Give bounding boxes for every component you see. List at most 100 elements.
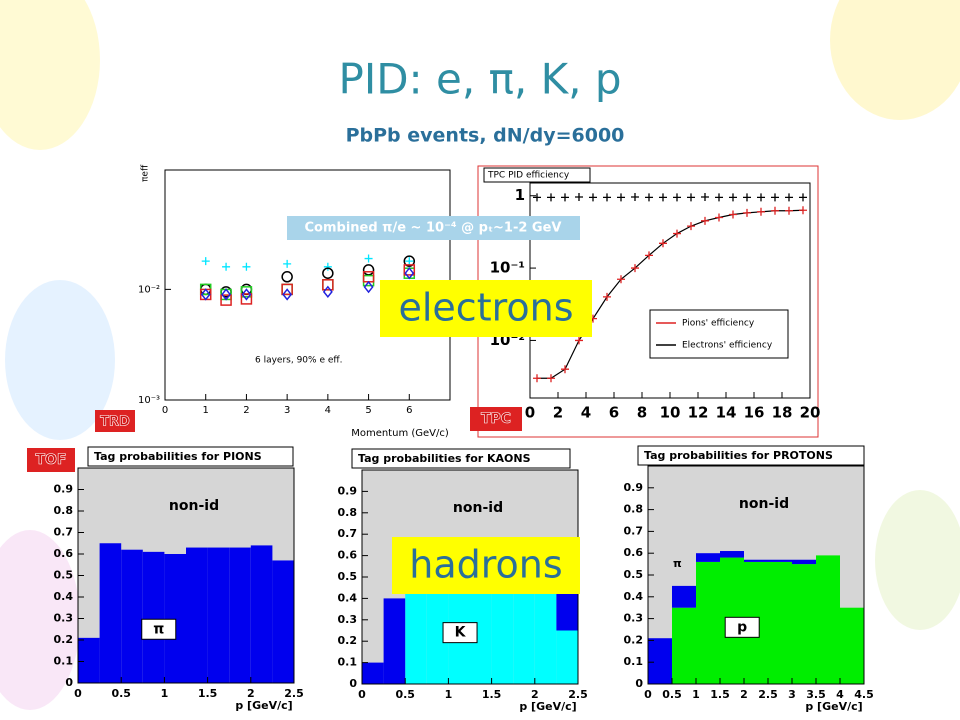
banner: Combined π/e ~ 10⁻⁴ @ pₜ~1-2 GeV (305, 221, 562, 236)
x-tick-label: 16 (744, 404, 765, 422)
y-tick-label: 0.6 (54, 547, 74, 560)
marker (799, 193, 807, 202)
x-tick-label: 2 (553, 404, 563, 422)
plot-title-box (87, 446, 294, 467)
legend-label: Pions' efficiency (682, 319, 755, 329)
bar-segment (405, 587, 427, 684)
marker (533, 374, 541, 383)
marker (701, 193, 709, 202)
marker (200, 288, 211, 301)
plot-title: Tag probabilities for PIONS (94, 450, 262, 463)
bar-segment (229, 547, 251, 683)
bar-segment (792, 564, 816, 684)
marker (589, 193, 597, 202)
x-tick-label: 2.5 (758, 688, 778, 701)
marker (220, 294, 232, 306)
marker (771, 193, 779, 202)
plot-title: Tag probabilities for KAONS (358, 452, 531, 465)
bar-segment (383, 598, 406, 684)
x-tick-label: 6 (406, 405, 412, 416)
x-tick-label: 1.5 (198, 687, 218, 700)
bar-segment (696, 553, 720, 562)
y-tick-label: 10⁻³ (138, 395, 160, 406)
y-tick-label: 0.1 (338, 656, 358, 669)
marker (403, 255, 416, 267)
series-label: p (737, 619, 747, 635)
y-tick-label: 0.3 (338, 613, 358, 626)
legend-box (649, 309, 789, 359)
x-tick-label: 20 (800, 404, 821, 422)
x-tick-label: 18 (772, 404, 793, 422)
bar-segment (556, 630, 578, 684)
marker (673, 229, 681, 238)
y-tick-label: 0.2 (624, 633, 644, 646)
marker (729, 210, 737, 219)
x-tick-label: 2 (531, 688, 539, 701)
bar-segment (250, 545, 273, 683)
marker (281, 271, 293, 283)
y-tick-label: 0 (635, 677, 643, 690)
x-tick-label: 0 (74, 687, 82, 700)
x-tick-label: 4.5 (854, 688, 874, 701)
marker (715, 193, 723, 202)
y-tick-label: 0 (349, 677, 357, 690)
marker (283, 259, 292, 268)
x-tick-label: 3.5 (806, 688, 826, 701)
annotation: 6 layers, 90% e eff. (255, 356, 342, 366)
marker (799, 206, 807, 215)
y-tick-label: 0.4 (624, 590, 644, 603)
marker (322, 285, 333, 299)
y-tick-label: 0 (65, 676, 73, 689)
bar-segment (672, 607, 696, 684)
marker (757, 193, 765, 202)
y-tick-label: 10⁻¹ (490, 259, 525, 277)
marker (221, 288, 232, 301)
bar-segment (744, 559, 768, 562)
bar-segment (696, 561, 720, 684)
y-tick-label: 0.5 (338, 570, 358, 583)
x-tick-label: 0 (162, 405, 168, 416)
y-tick-label: 0.6 (624, 546, 644, 559)
label-box (27, 448, 75, 472)
x-tick-label: 2 (247, 687, 255, 700)
bar-segment (513, 577, 535, 684)
marker (323, 262, 332, 271)
x-tick-label: 4 (581, 404, 591, 422)
y-tick-label: 0.9 (624, 481, 644, 494)
x-tick-label: 10 (660, 404, 681, 422)
x-tick-label: 1 (445, 688, 453, 701)
marker (701, 216, 709, 225)
y-tick-label: 0.1 (624, 655, 644, 668)
marker (673, 193, 681, 202)
y-tick-label: 0.7 (624, 524, 644, 537)
y-tick-label: 0.1 (54, 655, 74, 668)
highlight-box (380, 280, 592, 337)
marker (241, 288, 252, 301)
bar-segment (648, 638, 672, 684)
x-tick-label: 1.5 (710, 688, 730, 701)
marker (771, 206, 779, 215)
x-axis-label: p [GeV/c] (235, 699, 292, 712)
y-tick-label: 0.9 (54, 483, 74, 496)
x-tick-label: 1.5 (482, 688, 502, 701)
y-tick-label: 0.3 (54, 612, 74, 625)
bar-segment (99, 543, 122, 683)
x-tick-label: 0.5 (111, 687, 131, 700)
marker (645, 193, 653, 202)
series-label: π (153, 621, 164, 637)
highlight-text: electrons (398, 286, 573, 330)
marker (281, 283, 293, 296)
plot-title-box (351, 448, 571, 469)
marker (403, 264, 416, 276)
y-tick-label: 0.4 (338, 591, 358, 604)
marker (603, 292, 611, 301)
bar-segment (164, 554, 186, 683)
bar-segment (491, 577, 514, 684)
marker (363, 280, 374, 294)
x-tick-label: 3 (788, 688, 796, 701)
x-tick-label: 3 (284, 405, 290, 416)
highlight-text: hadrons (409, 543, 562, 587)
marker (561, 365, 569, 374)
